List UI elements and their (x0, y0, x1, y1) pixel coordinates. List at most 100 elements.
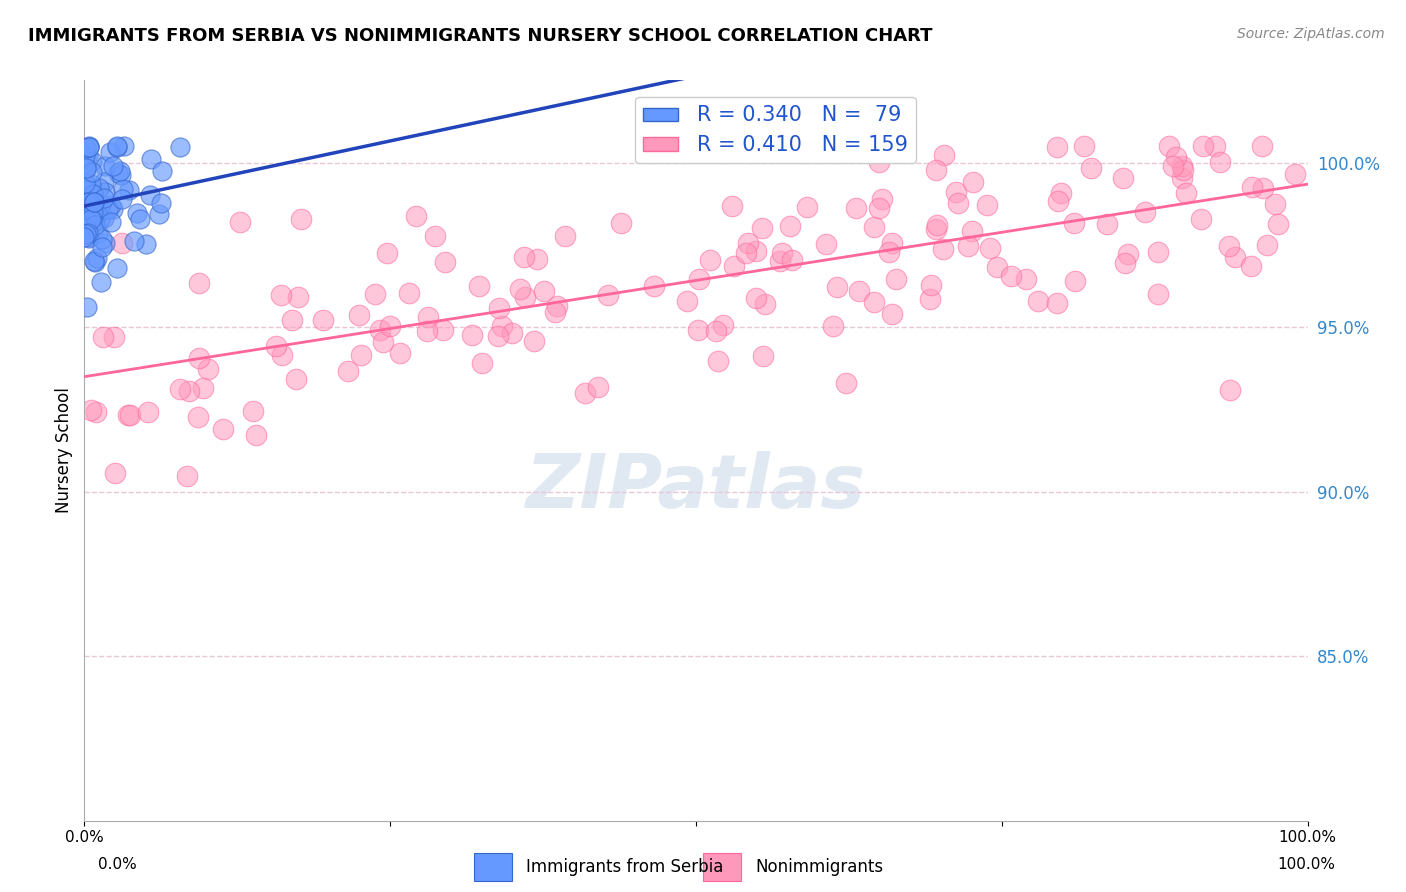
Point (97, 202, 120, 216)
Point (1064, 274, 1087, 288)
Point (111, 236, 134, 251)
Point (780, 253, 803, 268)
Point (704, 324, 727, 338)
Point (868, 154, 890, 169)
Point (93, 235, 115, 250)
Point (976, 198, 998, 212)
Point (103, 329, 125, 343)
Point (745, 291, 768, 305)
Point (1240, 260, 1263, 274)
Point (501, 326, 523, 340)
Point (491, 319, 513, 334)
Point (229, 215, 252, 229)
Point (118, 408, 141, 422)
Point (350, 348, 373, 362)
Point (488, 301, 510, 315)
Point (744, 244, 766, 258)
Text: IMMIGRANTS FROM SERBIA VS NONIMMIGRANTS NURSERY SCHOOL CORRELATION CHART: IMMIGRANTS FROM SERBIA VS NONIMMIGRANTS … (28, 27, 932, 45)
Point (1045, 140, 1067, 154)
Point (122, 234, 145, 248)
Point (1046, 194, 1069, 208)
Point (73, 156, 96, 170)
Point (112, 139, 135, 153)
Point (416, 325, 439, 339)
Point (643, 279, 665, 293)
Point (835, 376, 858, 391)
Point (169, 140, 191, 154)
Point (82, 211, 104, 225)
Point (139, 152, 162, 166)
Y-axis label: Nursery School: Nursery School (55, 387, 73, 514)
Point (76, 210, 98, 224)
Point (533, 285, 555, 299)
Point (416, 310, 439, 324)
Point (526, 252, 548, 266)
Point (150, 163, 173, 178)
Point (1073, 139, 1095, 153)
Point (932, 148, 955, 162)
Point (93, 211, 115, 226)
Point (139, 188, 162, 202)
Point (90, 197, 112, 211)
Point (754, 296, 776, 310)
Point (84, 218, 107, 232)
Point (398, 286, 420, 301)
Point (89, 275, 111, 289)
Point (177, 384, 200, 399)
Point (103, 202, 125, 216)
Point (711, 318, 734, 332)
Point (176, 469, 198, 483)
Point (825, 280, 848, 294)
Point (675, 293, 697, 308)
Point (80, 177, 103, 191)
Point (197, 362, 219, 376)
Point (924, 163, 946, 178)
Point (77, 140, 100, 154)
Point (75, 211, 97, 225)
Point (1159, 139, 1181, 153)
Point (688, 272, 710, 286)
Point (868, 201, 890, 215)
Point (486, 328, 509, 343)
Point (80, 216, 103, 230)
Point (509, 282, 531, 296)
Point (368, 323, 391, 337)
Legend: R = 0.340   N =  79, R = 0.410   N = 159: R = 0.340 N = 79, R = 0.410 N = 159 (636, 97, 915, 162)
Point (75, 221, 97, 235)
Point (148, 207, 170, 221)
Point (80, 153, 103, 168)
Point (90, 240, 112, 254)
Point (962, 224, 984, 238)
Point (918, 293, 941, 307)
Point (848, 284, 870, 298)
Point (264, 339, 287, 353)
Point (1095, 217, 1118, 231)
Point (110, 192, 132, 206)
Point (554, 229, 576, 244)
Point (75, 149, 97, 163)
Point (93, 175, 115, 189)
Point (1267, 218, 1289, 232)
Point (1264, 196, 1286, 211)
Point (877, 245, 900, 260)
Point (94, 159, 117, 173)
Point (962, 175, 984, 189)
Point (546, 299, 568, 313)
Point (104, 466, 127, 480)
Point (86, 251, 108, 265)
Point (610, 216, 633, 230)
Point (1173, 163, 1195, 178)
Point (75, 141, 97, 155)
Point (699, 252, 721, 267)
Point (405, 209, 427, 223)
Point (468, 278, 491, 293)
Point (932, 242, 955, 256)
Point (1209, 155, 1232, 169)
Point (83, 194, 105, 209)
Point (86, 206, 108, 220)
Point (135, 237, 157, 252)
Point (853, 139, 876, 153)
Point (285, 372, 308, 386)
Point (87, 226, 110, 240)
Point (271, 347, 294, 361)
